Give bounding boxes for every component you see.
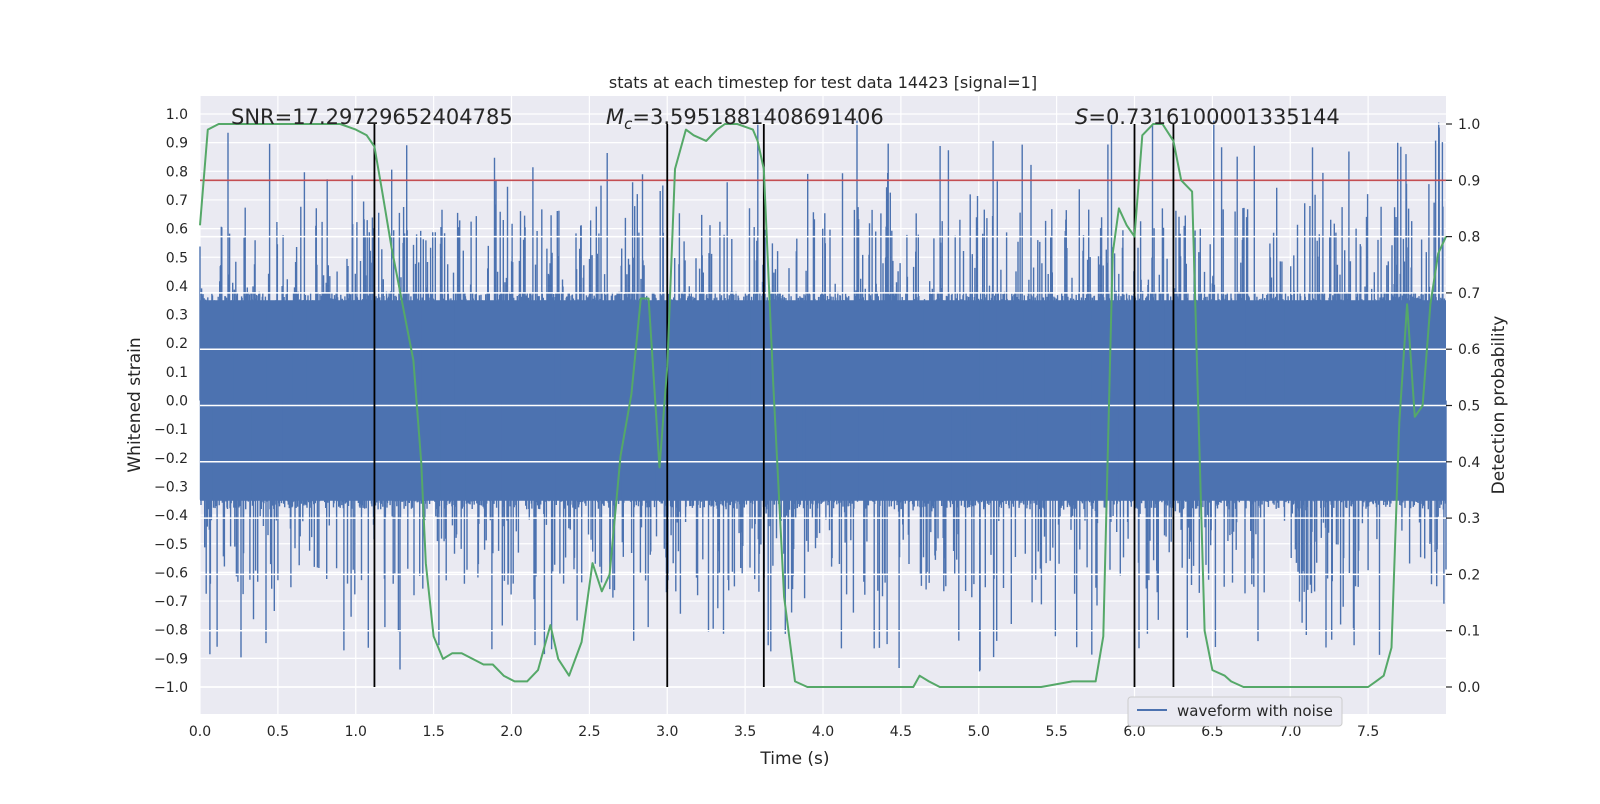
x-tick-label: 6.0	[1123, 724, 1145, 740]
y-tick-label-right: 0.2	[1458, 567, 1480, 583]
x-tick-label: 2.0	[500, 724, 522, 740]
x-tick-label: 4.0	[812, 724, 834, 740]
spin-annotation: S=0.7316100001335144	[1075, 105, 1340, 129]
y-tick-label-right: 0.6	[1458, 342, 1480, 358]
chart-title: stats at each timestep for test data 144…	[609, 73, 1037, 92]
probability-line	[199, 123, 1447, 688]
y-tick-label-right: 0.7	[1458, 286, 1480, 302]
x-tick-label: 0.5	[267, 724, 289, 740]
y-tick-label-left: −0.8	[154, 623, 188, 639]
y-tick-label-left: −0.9	[154, 651, 188, 667]
x-tick-label: 4.5	[890, 724, 912, 740]
right-y-axis-ticks: 1.0 0.9 0.8 0.7 0.6 0.5 0.4 0.3 0.2 0.1 0.0	[1446, 117, 1480, 696]
x-axis-label: Time (s)	[759, 749, 829, 769]
y-tick-label-right: 0.1	[1458, 624, 1480, 640]
y-tick-label-right: 0.9	[1458, 173, 1480, 189]
y-tick-label-left: 0.2	[166, 336, 188, 352]
y-tick-label-left: −1.0	[154, 680, 188, 696]
y-tick-label-right: 0.0	[1458, 680, 1480, 696]
legend-box	[1127, 696, 1343, 727]
chirp-mass-value: =3.5951881408691406	[632, 105, 883, 129]
x-tick-label: 5.5	[1045, 724, 1067, 740]
x-tick-label: 1.0	[345, 724, 367, 740]
waveform-line	[199, 120, 1447, 672]
y-tick-label-left: 0.1	[166, 365, 188, 381]
y-tick-label-left: 0.4	[166, 279, 188, 295]
y-tick-label-left: −0.6	[154, 565, 188, 581]
y-tick-label-right: 1.0	[1458, 117, 1480, 133]
x-tick-label: 6.5	[1201, 724, 1223, 740]
y-tick-label-right: 0.8	[1458, 230, 1480, 246]
chirp-mass-annotation: Mc=3.5951881408691406	[606, 105, 884, 133]
y-axis-label-right: Detection probability	[1489, 316, 1509, 495]
y-tick-label-left: 0.3	[166, 308, 188, 324]
y-tick-label-left: −0.7	[154, 594, 188, 610]
left-y-axis-ticks: 1.0 0.9 0.8 0.7 0.6 0.5 0.4 0.3 0.2 0.1 0.0 −0.1 −0.…	[154, 107, 188, 696]
snr-annotation: SNR=17.29729652404785	[231, 105, 513, 129]
y-tick-label-left: −0.5	[154, 537, 188, 553]
legend-label-waveform: waveform with noise	[1177, 702, 1333, 720]
x-tick-label: 5.0	[968, 724, 990, 740]
x-tick-label: 3.0	[656, 724, 678, 740]
x-axis-ticks: 0.0 0.5 1.0 1.5 2.0 2.5 3.0 3.5 4.0 4.5 5.0 5.5 6.0 6…	[189, 724, 1379, 740]
y-tick-label-right: 0.3	[1458, 511, 1480, 527]
y-tick-label-left: 1.0	[166, 107, 188, 123]
y-tick-label-left: 0.0	[166, 394, 188, 410]
x-tick-label: 7.0	[1279, 724, 1301, 740]
probability-series	[199, 123, 1447, 688]
y-tick-label-left: −0.4	[154, 508, 188, 524]
x-tick-label: 3.5	[734, 724, 756, 740]
y-tick-label-left: −0.2	[154, 451, 188, 467]
y-tick-label-left: 0.8	[166, 164, 188, 180]
spin-value: =0.7316100001335144	[1088, 105, 1339, 129]
y-tick-label-left: 0.6	[166, 222, 188, 238]
y-tick-label-right: 0.5	[1458, 399, 1480, 415]
x-tick-label: 1.5	[422, 724, 444, 740]
y-axis-label-left: Whitened strain	[125, 337, 145, 472]
x-tick-label: 2.5	[578, 724, 600, 740]
y-tick-label-left: 0.7	[166, 193, 188, 209]
legend: waveform with noise	[1127, 696, 1343, 727]
x-tick-label: 7.5	[1357, 724, 1379, 740]
chirp-mass-subscript: c	[624, 115, 633, 133]
y-tick-label-left: 0.5	[166, 250, 188, 266]
chirp-mass-symbol: M	[606, 105, 624, 129]
time-markers	[373, 124, 1175, 687]
y-tick-label-left: −0.3	[154, 479, 188, 495]
spin-symbol: S	[1075, 105, 1088, 129]
y-tick-label-right: 0.4	[1458, 455, 1480, 471]
x-tick-label: 0.0	[189, 724, 211, 740]
y-tick-label-left: −0.1	[154, 422, 188, 438]
y-tick-label-left: 0.9	[166, 136, 188, 152]
